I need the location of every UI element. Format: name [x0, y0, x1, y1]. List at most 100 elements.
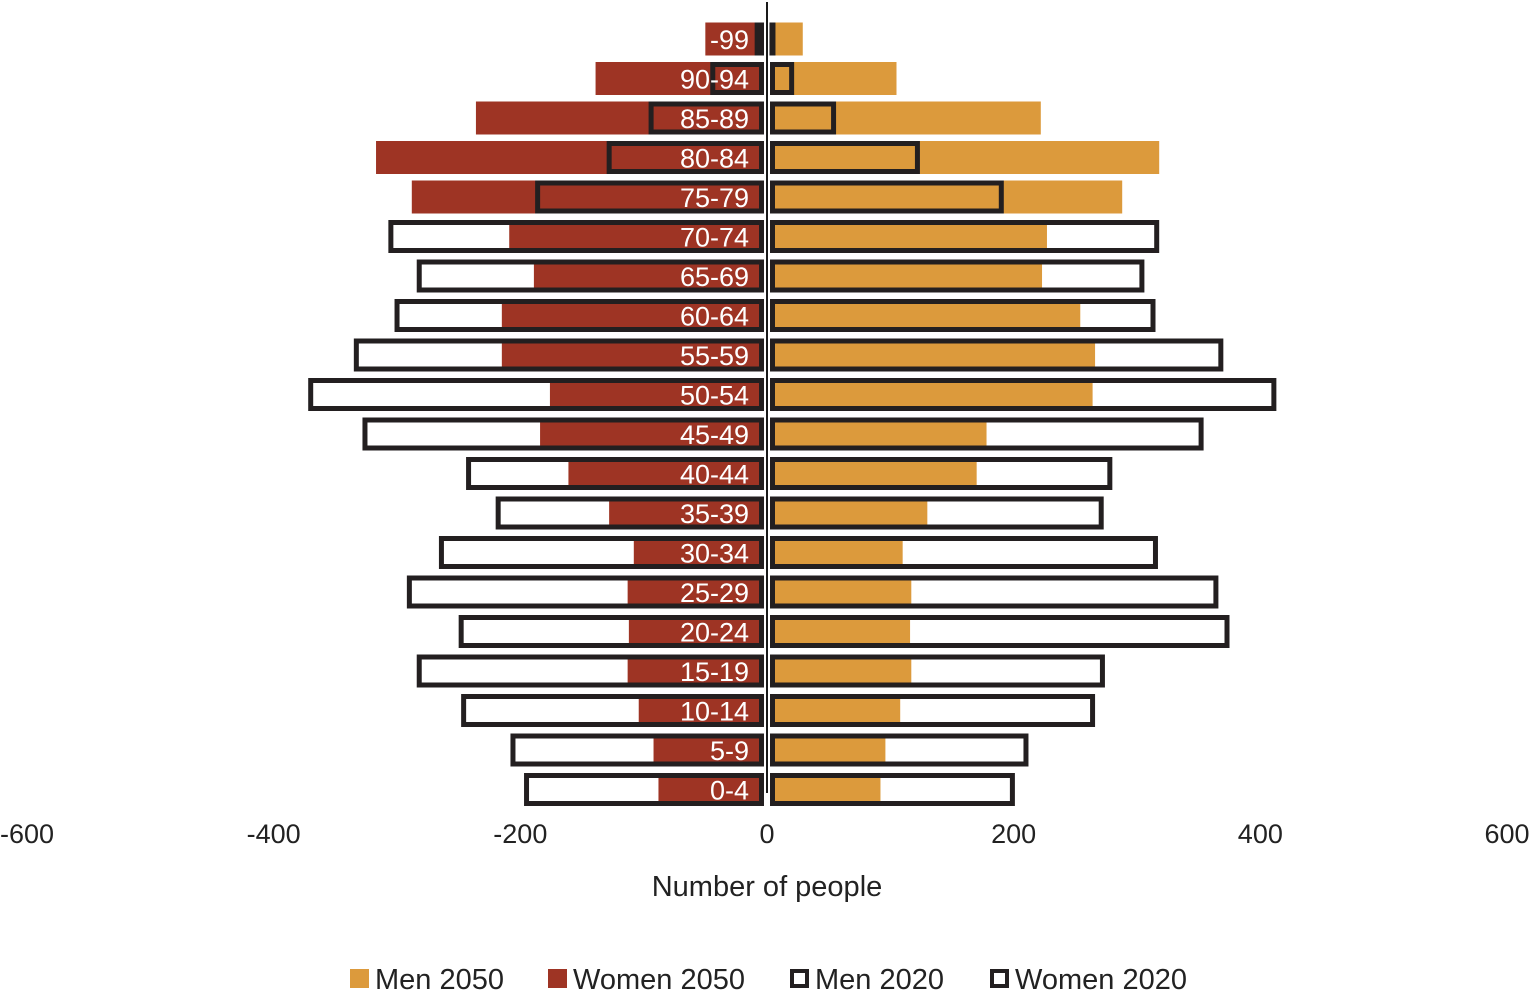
bar-women-2020-85-89 [648, 101, 764, 135]
bar-women-2050-65-69 [533, 259, 764, 293]
legend: Men 2050 Women 2050 Men 2020 Women 2020 [350, 964, 1187, 993]
bar-women-2050-0-4 [658, 773, 764, 806]
bar-women-2050-55-59 [501, 338, 764, 372]
bar-women-2050-25-29 [627, 575, 764, 609]
age-labels-layer: 0-4 5-9 10-14 15-19 20-24 25-29 30-34 35-39 40-4… [680, 25, 749, 806]
age-group-label: 0-4 [710, 776, 749, 806]
legend-label: Men 2020 [815, 964, 944, 993]
x-tick-label: 600 [1484, 819, 1529, 849]
bar-men-2050-10-14 [770, 694, 901, 727]
bar-men-2020-50-54 [770, 378, 1277, 411]
legend-swatch [790, 969, 809, 988]
bar-women-2020-25-29 [406, 575, 764, 609]
x-tick-label: 0 [759, 819, 774, 849]
bar-women-2020-65-69 [416, 259, 764, 293]
bar-men-2020-0-4 [770, 773, 1015, 806]
bar-men-2050-25-29 [770, 575, 912, 609]
bar-women-2050-90-94 [595, 62, 764, 95]
bar-women-2050-5-9 [653, 733, 764, 767]
bar-women-2020-90-94 [710, 62, 764, 95]
bar-women-2020-80-84 [606, 141, 765, 174]
bar-women-2050-35-39 [609, 496, 764, 530]
bar-men-2050-45-49 [770, 417, 987, 451]
bar-men-2020-20-24 [770, 615, 1230, 648]
bar-men-2050-30-34 [770, 536, 903, 569]
bar-men-2050-80-84 [770, 141, 1160, 174]
x-axis-ticks: -600 -400 -200 0 200 400 600 [0, 819, 1530, 849]
bar-women-2050-40-44 [568, 457, 764, 490]
age-group-label: 40-44 [680, 460, 749, 490]
bar-women-2050-75-79 [411, 180, 764, 214]
age-group-label: 15-19 [680, 657, 749, 687]
bar-men-2050-50-54 [770, 378, 1093, 411]
bar-women-2050-20-24 [628, 615, 764, 648]
legend-label: Women 2050 [573, 964, 745, 993]
bar-women-2020-30-34 [438, 536, 764, 569]
x-tick-label: -200 [493, 819, 547, 849]
bar-men-2020-40-44 [770, 457, 1113, 490]
bar-men-2050-85-89 [770, 101, 1041, 135]
bar-women-2020-55-59 [353, 338, 764, 372]
age-group-label: 60-64 [680, 302, 749, 332]
bar-men-2020-35-39 [770, 496, 1104, 530]
x-tick-label: -400 [247, 819, 301, 849]
age-group-label: 20-24 [680, 618, 749, 648]
age-group-label: 75-79 [680, 183, 749, 213]
bar-men-2020-65-69 [770, 259, 1145, 293]
bar-men-2020-45-49 [770, 417, 1204, 451]
age-group-label: 10-14 [680, 697, 749, 727]
bar-women-2020-0-4 [524, 773, 764, 806]
x-tick-label: 400 [1238, 819, 1283, 849]
bar-women-2050-10-14 [638, 694, 764, 727]
bar-men-2050-40-44 [770, 457, 977, 490]
age-group-label: 90-94 [680, 65, 749, 95]
bar-women-2050-70-74 [509, 220, 764, 253]
bar-women-2020-75-79 [535, 180, 765, 214]
age-group-label: 50-54 [680, 381, 749, 411]
age-group-label: 35-39 [680, 499, 749, 529]
bar-men-2050-55-59 [770, 338, 1096, 372]
bar-women-2050-50-54 [549, 378, 764, 411]
x-axis-title: Number of people [652, 871, 883, 903]
bar-women-2050-30-34 [633, 536, 764, 569]
legend-label: Men 2050 [375, 964, 504, 993]
age-group-label: 5-9 [710, 736, 749, 766]
bar-women-2050-60-64 [501, 299, 764, 332]
bar-women-2020-20-24 [458, 615, 764, 648]
x-tick-label: 200 [991, 819, 1036, 849]
bar-women-2020-5-9 [510, 733, 765, 767]
bar-women-2020-35-39 [495, 496, 764, 530]
bars-layer [308, 22, 1277, 806]
age-group-label: 80-84 [680, 144, 749, 174]
bar-men-2020-25-29 [770, 575, 1219, 609]
age-group-label: 65-69 [680, 262, 749, 292]
bar-men-2050-0-4 [770, 773, 881, 806]
bar-women-2020-40-44 [466, 457, 764, 490]
bar-women-2050-15-19 [627, 654, 764, 688]
bar-men-2050-60-64 [770, 299, 1081, 332]
bar-women-2020-50-54 [308, 378, 764, 411]
bar-men-2050-70-74 [770, 220, 1047, 253]
legend-swatch [350, 969, 369, 988]
bar-women-2020-70-74 [388, 220, 764, 253]
bar-men-2050-20-24 [770, 615, 911, 648]
legend-swatch [990, 969, 1009, 988]
age-group-label: 85-89 [680, 104, 749, 134]
age-group-label: 70-74 [680, 223, 749, 253]
bar-men-2020-10-14 [770, 694, 1096, 727]
age-group-label: -99 [710, 25, 749, 55]
bar-men-2020-80-84 [770, 141, 920, 174]
bar-men-2050-75-79 [770, 180, 1123, 214]
age-group-label: 30-34 [680, 539, 749, 569]
bar-men-2020-70-74 [770, 220, 1160, 253]
bar-men-2020-5-9 [770, 733, 1029, 767]
age-group-label: 45-49 [680, 420, 749, 450]
bar-men-2050-5-9 [770, 733, 886, 767]
bar-women-2050-45-49 [540, 417, 764, 451]
bar-women-2020-15-19 [416, 654, 764, 688]
x-tick-label: -600 [0, 819, 54, 849]
bar-women-2020-60-64 [394, 299, 764, 332]
bar-men-2020-75-79 [770, 180, 1004, 214]
bar-women-2020--99 [754, 22, 765, 56]
